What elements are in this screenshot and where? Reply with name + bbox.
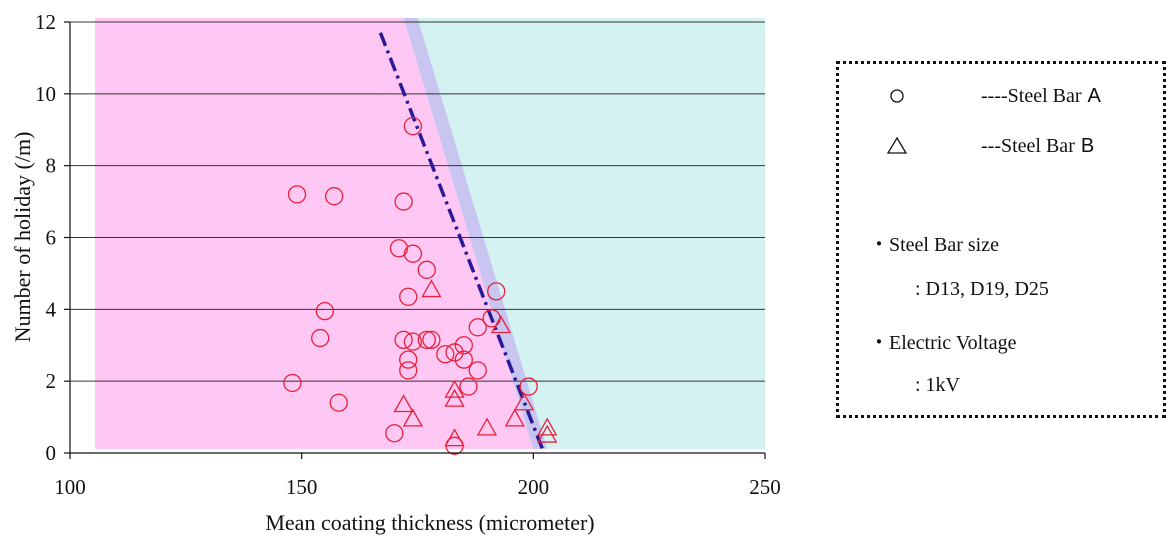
point-bar-a-27: [329, 393, 348, 412]
point-bar-a-26: [519, 377, 538, 396]
point-bar-b-0: [421, 279, 442, 298]
point-bar-a-1: [324, 187, 344, 206]
scatter-chart: 0 2 4 6 8 10 12 100 150 200 250 Mean coating thick…: [10, 10, 781, 535]
point-bar-b-3: [444, 388, 465, 407]
point-bar-a-2: [394, 192, 413, 211]
trend-line-group: [378, 32, 545, 451]
circle-marker-icon: [890, 89, 904, 103]
point-bar-b-11: [537, 424, 558, 443]
point-bar-a-14: [403, 332, 423, 351]
point-bar-a-20: [454, 350, 473, 369]
y-tick-label-0: 0: [46, 441, 57, 465]
x-tick-label-250: 250: [749, 475, 781, 499]
point-bar-a-18: [445, 343, 464, 362]
y-tick-label-10: 10: [35, 82, 56, 106]
point-bar-a-11: [468, 318, 487, 337]
point-bar-b-8: [476, 417, 498, 436]
point-bar-a-0: [287, 185, 307, 204]
gridlines: [70, 21, 765, 382]
point-bar-b-9: [444, 428, 465, 447]
point-bar-a-6: [417, 260, 436, 279]
legend-label-b: ---Steel Bar B: [981, 134, 1095, 157]
region-left: [95, 18, 534, 449]
note-voltage-value: : 1kV: [915, 374, 960, 396]
point-bar-a-8: [315, 301, 334, 321]
point-bar-b-6: [402, 408, 423, 427]
point-bar-b-2: [444, 379, 465, 398]
point-bar-a-22: [468, 361, 487, 380]
background-regions: [95, 18, 765, 449]
legend-label-a: ----Steel Bar A: [981, 84, 1101, 107]
y-axis-title: Number of holiday (/m): [10, 132, 35, 343]
y-tick-label-4: 4: [46, 297, 57, 321]
x-axis-title: Mean coating thickness (micrometer): [265, 510, 594, 535]
legend-box: ----Steel Bar A ---Steel Bar B ・Steel Bar …: [836, 61, 1166, 418]
note-voltage-label: ・Electric Voltage: [869, 332, 1017, 354]
axes: [64, 21, 766, 459]
tick-labels: 0 2 4 6 8 10 12 100 150 200 250: [35, 10, 781, 499]
point-bar-b-5: [513, 392, 535, 411]
note-bar-size-label: ・Steel Bar size: [869, 234, 999, 256]
point-bar-b-4: [393, 394, 414, 413]
region-transition: [403, 18, 548, 449]
point-bar-a-7: [399, 287, 418, 306]
point-bar-a-19: [436, 345, 455, 364]
point-bar-b-1: [490, 315, 512, 334]
point-bar-a-13: [394, 330, 413, 350]
point-bar-b-7: [504, 408, 525, 427]
point-bar-a-16: [422, 330, 441, 350]
y-tick-label-12: 12: [35, 10, 56, 34]
point-bar-a-21: [399, 350, 418, 369]
point-bar-a-24: [283, 373, 302, 393]
trend-line: [378, 32, 545, 451]
y-tick-label-8: 8: [46, 154, 57, 178]
note-bar-size-value: : D13, D19, D25: [915, 278, 1049, 300]
point-bar-a-23: [399, 361, 418, 380]
x-tick-label-150: 150: [286, 475, 318, 499]
point-bar-b-10: [537, 417, 558, 436]
point-bar-a-25: [459, 377, 478, 396]
triangle-marker-icon: [886, 136, 908, 154]
x-tick-label-100: 100: [54, 475, 86, 499]
point-bar-a-3: [403, 117, 423, 136]
point-bar-a-12: [311, 328, 330, 348]
point-bar-a-17: [454, 336, 473, 355]
point-bar-a-4: [389, 239, 409, 258]
data-points: [283, 117, 558, 455]
y-tick-label-2: 2: [46, 369, 57, 393]
y-tick-label-6: 6: [46, 226, 57, 250]
point-bar-a-9: [487, 282, 506, 301]
point-bar-a-15: [417, 330, 436, 350]
point-bar-a-28: [385, 424, 404, 443]
x-tick-label-200: 200: [518, 475, 550, 499]
point-bar-a-5: [403, 244, 423, 263]
